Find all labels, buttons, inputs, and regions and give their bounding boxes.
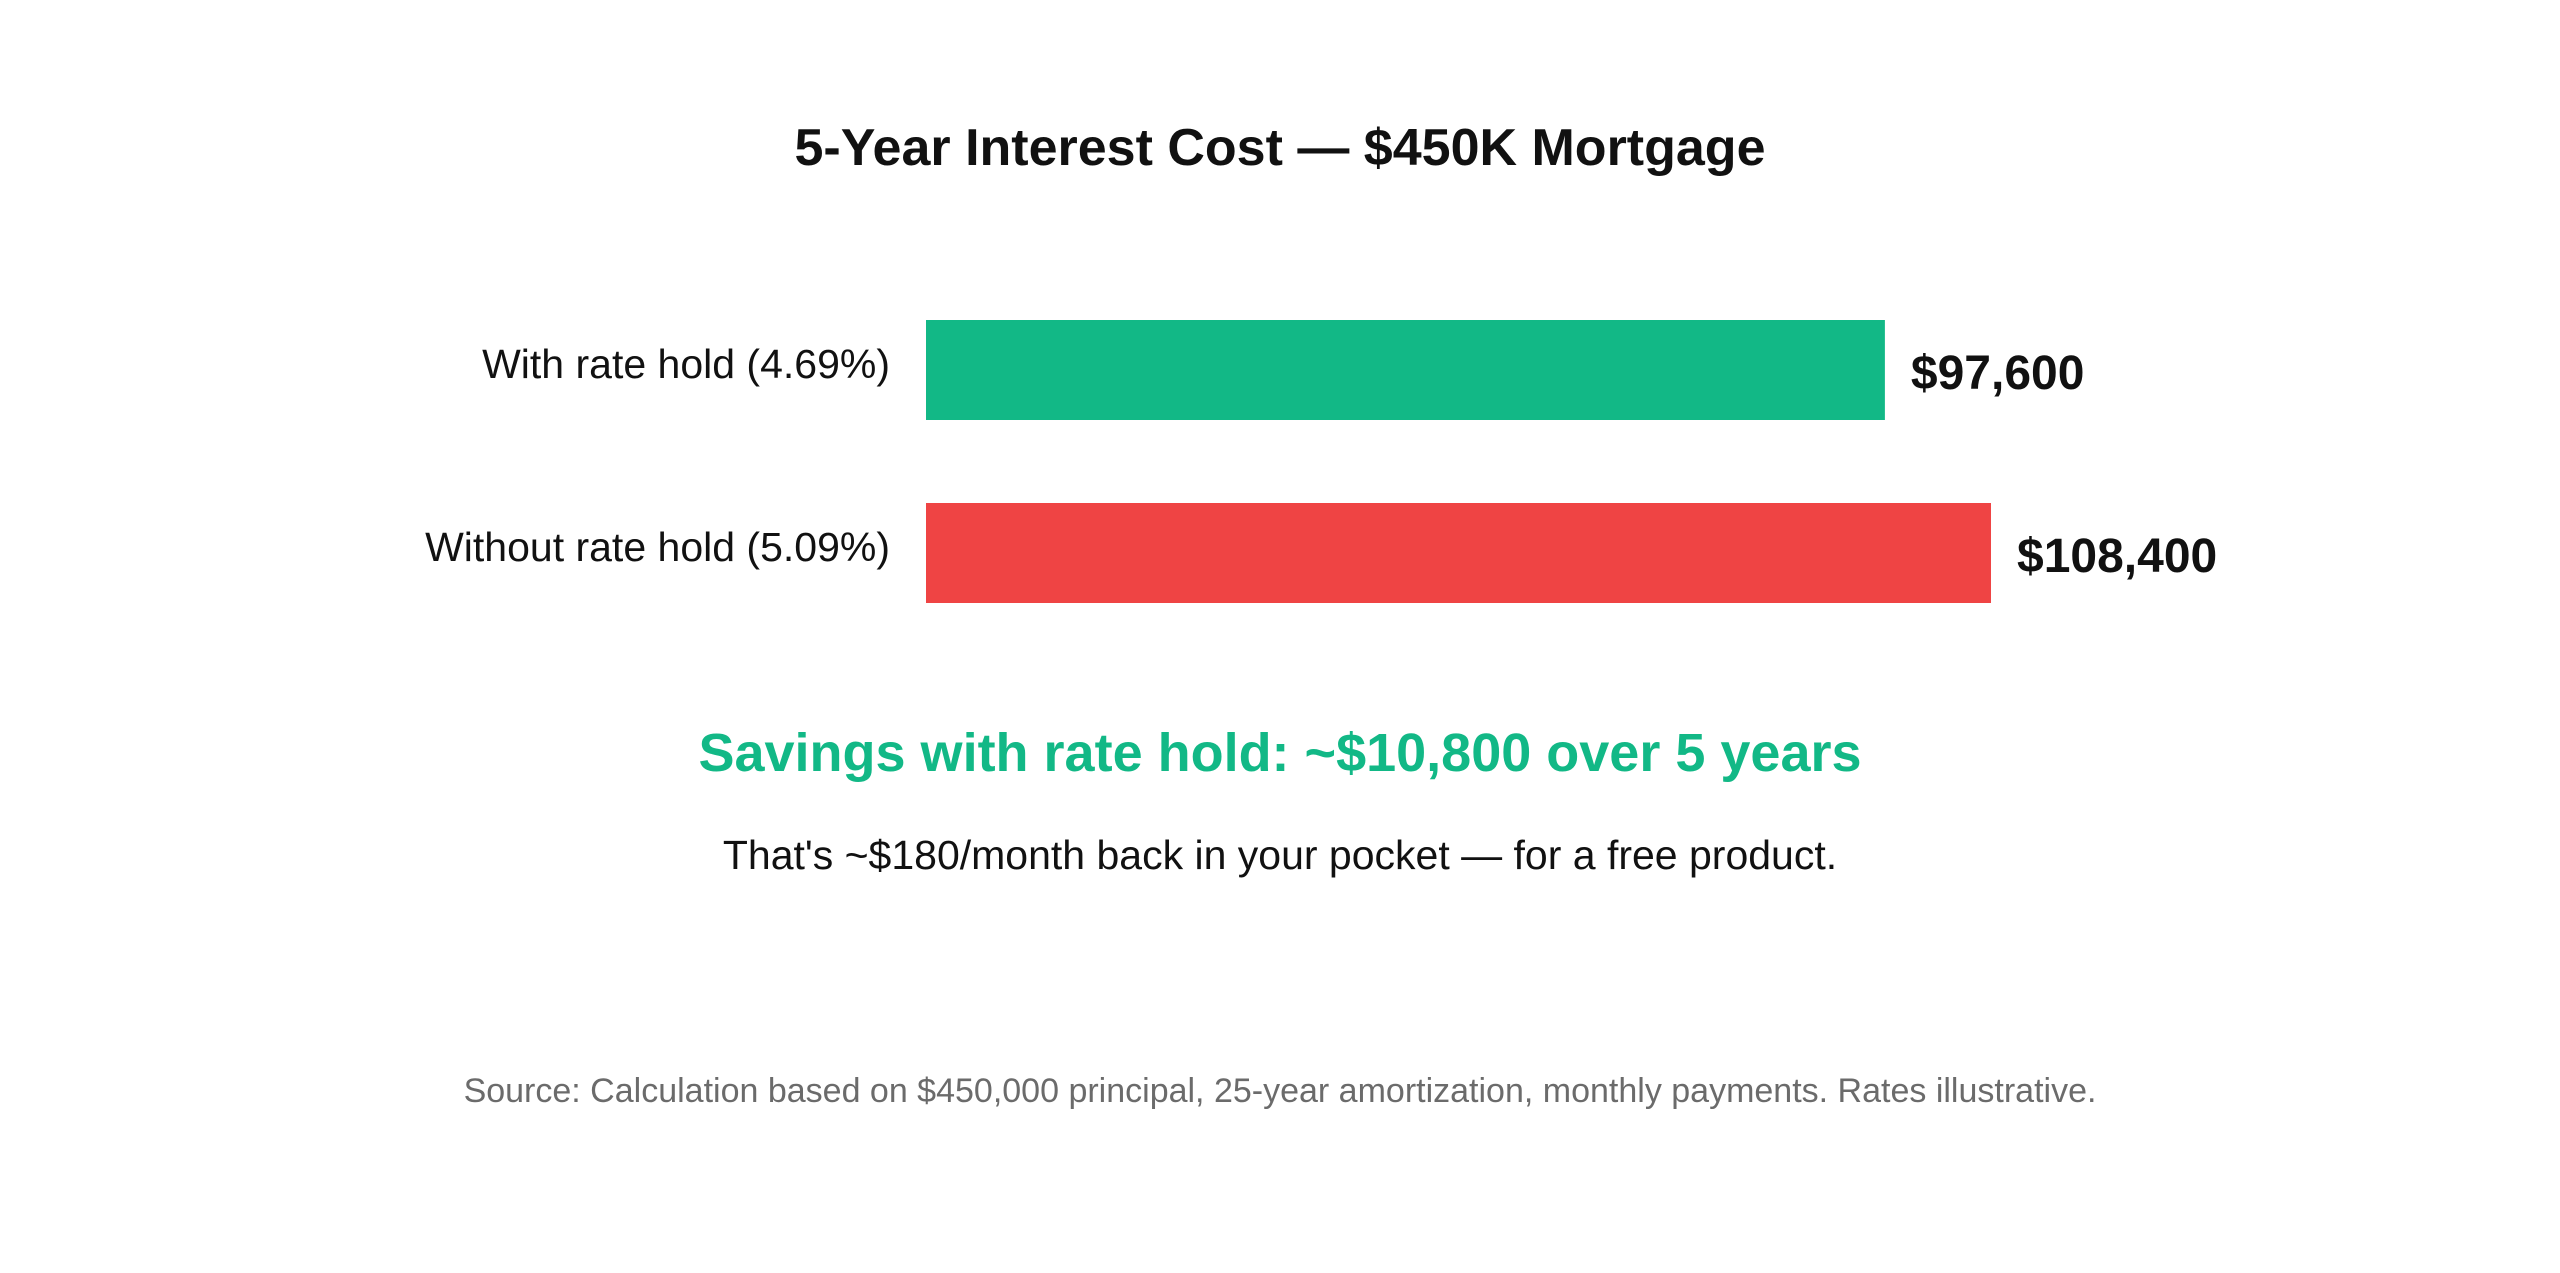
bar (926, 320, 1885, 420)
savings-headline: Savings with rate hold: ~$10,800 over 5 … (698, 723, 1862, 783)
chart-title: 5-Year Interest Cost — $450K Mortgage (794, 119, 1766, 177)
bar (926, 503, 1991, 603)
source-note: Source: Calculation based on $450,000 pr… (463, 1072, 2097, 1110)
category-label: Without rate hold (5.09%) (425, 524, 890, 570)
category-label: With rate hold (4.69%) (482, 341, 890, 387)
value-label: $108,400 (2017, 530, 2217, 583)
bar-chart: With rate hold (4.69%) $97,600 Without rat… (425, 320, 2217, 603)
savings-subline: That's ~$180/month back in your pocket —… (722, 832, 1838, 878)
value-label: $97,600 (1911, 347, 2085, 400)
